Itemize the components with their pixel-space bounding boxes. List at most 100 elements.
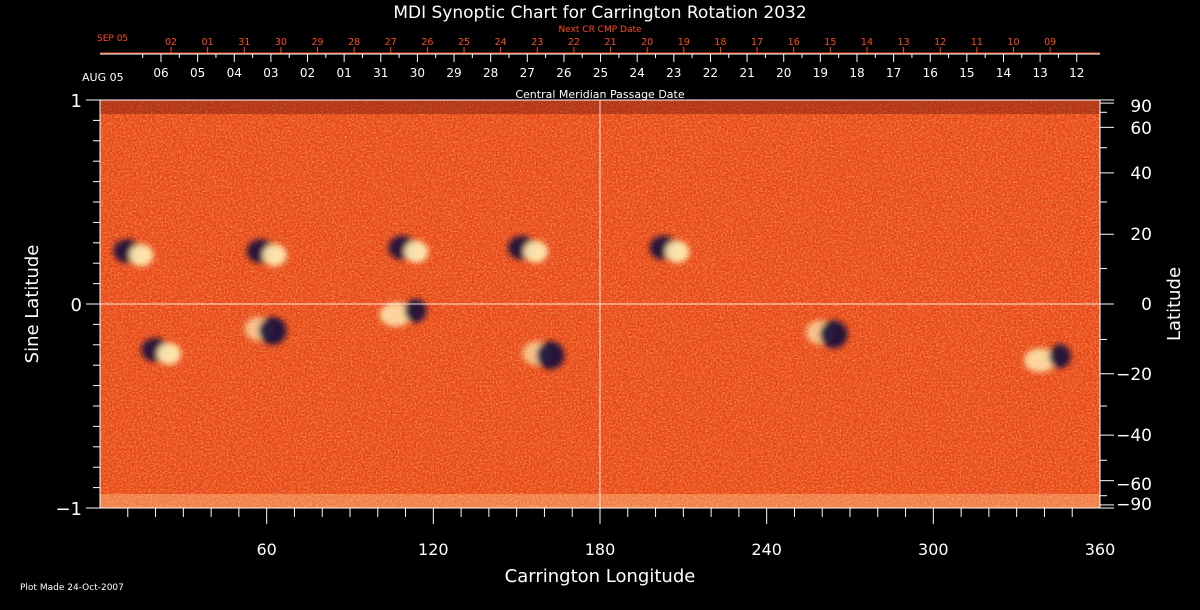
x-tick-label: 300 xyxy=(918,540,949,559)
cmp-start-label: AUG 05 xyxy=(82,71,124,84)
cmp-date-label: 18 xyxy=(849,66,864,80)
region-light-pole xyxy=(523,240,548,263)
y-right-tick-label: 0 xyxy=(1141,295,1152,315)
y-axis-right-label: Latitude xyxy=(1164,267,1185,341)
cmp-date-label: 28 xyxy=(483,66,498,80)
next-cmp-date-label: 26 xyxy=(421,37,433,48)
cmp-date-label: 21 xyxy=(739,66,754,80)
cmp-ticks: 06 05 04 03 02 01 31 30 29 28 27 26 25 24 23 22 21 20 19 18… xyxy=(142,54,1084,80)
region-light-pole xyxy=(379,302,412,327)
next-cmp-ticks: 02 01 31 30 29 28 27 26 25 24 23 22 21 20 19 18 17 16 15 14… xyxy=(165,37,1056,53)
region-light-pole xyxy=(262,244,287,267)
y-right-tick-label: 60 xyxy=(1130,119,1152,139)
next-cmp-date-label: 18 xyxy=(714,37,726,48)
next-cmp-date-label: 09 xyxy=(1044,37,1056,48)
next-cmp-date-label: 15 xyxy=(824,37,836,48)
next-cmp-date-label: 02 xyxy=(165,37,177,48)
cmp-date-label: 16 xyxy=(923,66,938,80)
active-region xyxy=(1024,344,1071,373)
region-dark-pole xyxy=(536,341,565,370)
cmp-date-label: 26 xyxy=(556,66,571,80)
active-regions xyxy=(113,235,1071,373)
next-cmp-date-label: 21 xyxy=(605,37,617,48)
active-region xyxy=(246,239,287,267)
cmp-date-label: 01 xyxy=(337,66,352,80)
next-cmp-date-label: 13 xyxy=(898,37,910,48)
cmp-date-label: 19 xyxy=(813,66,828,80)
x-tick-label: 360 xyxy=(1085,540,1116,559)
y-axis-left: 1 0 −1 xyxy=(55,91,100,520)
next-cmp-date-label: 28 xyxy=(348,37,360,48)
cmp-date-label: 12 xyxy=(1069,66,1084,80)
region-dark-pole xyxy=(404,298,427,323)
region-dark-pole xyxy=(258,316,287,345)
active-region xyxy=(244,316,287,345)
next-cmp-date-label: 27 xyxy=(385,37,397,48)
region-light-pole xyxy=(665,240,690,263)
region-dark-pole xyxy=(1049,344,1071,369)
x-tick-label: 60 xyxy=(256,540,276,559)
next-cmp-date-label: 17 xyxy=(751,37,763,48)
x-axis-label: Carrington Longitude xyxy=(505,566,696,587)
y-right-tick-label: −20 xyxy=(1116,365,1152,385)
region-light-pole xyxy=(1024,348,1056,373)
cmp-date-label: 25 xyxy=(593,66,608,80)
cmp-date-label: 30 xyxy=(410,66,425,80)
y-left-tick-label: −1 xyxy=(55,499,82,520)
active-region xyxy=(805,320,848,349)
next-cmp-date-label: 01 xyxy=(202,37,214,48)
cmp-date-label: 31 xyxy=(373,66,388,80)
x-tick-label: 180 xyxy=(585,540,616,559)
active-region xyxy=(649,235,690,263)
next-cmp-date-label: 25 xyxy=(458,37,470,48)
cmp-date-label: 17 xyxy=(886,66,901,80)
x-axis-ticks: 60 120 180 240 300 360 xyxy=(127,508,1116,559)
next-cmp-date-label: 16 xyxy=(788,37,800,48)
next-cmp-date-label: 31 xyxy=(238,37,250,48)
cmp-date-label: 27 xyxy=(520,66,535,80)
next-cmp-date-label: 11 xyxy=(971,37,983,48)
next-cmp-axis-label: Next CR CMP Date xyxy=(558,25,642,35)
cmp-date-label: 13 xyxy=(1032,66,1047,80)
cmp-date-label: 03 xyxy=(263,66,278,80)
cmp-date-label: 04 xyxy=(227,66,242,80)
active-region xyxy=(522,341,565,370)
next-cmp-date-label: 29 xyxy=(311,37,323,48)
next-cmp-date-label: 24 xyxy=(495,37,507,48)
active-region xyxy=(507,235,548,263)
chart-title: MDI Synoptic Chart for Carrington Rotati… xyxy=(393,3,806,23)
cmp-date-label: 14 xyxy=(996,66,1011,80)
magnetogram-map xyxy=(100,100,1100,508)
cmp-date-label: 29 xyxy=(446,66,461,80)
cmp-date-label: 23 xyxy=(666,66,681,80)
cmp-date-label: 02 xyxy=(300,66,315,80)
cmp-date-label: 05 xyxy=(190,66,205,80)
next-cmp-date-label: 23 xyxy=(531,37,543,48)
active-region xyxy=(388,235,429,263)
next-cmp-date-label: 30 xyxy=(275,37,287,48)
cmp-date-label: 22 xyxy=(703,66,718,80)
y-axis-left-label: Sine Latitude xyxy=(22,245,43,364)
x-tick-label: 240 xyxy=(751,540,782,559)
active-region xyxy=(141,337,182,365)
cmp-date-label: 06 xyxy=(153,66,168,80)
cmp-date-label: 15 xyxy=(959,66,974,80)
y-right-tick-label: −90 xyxy=(1116,495,1152,515)
region-light-pole xyxy=(404,240,429,263)
cmp-date-label: 24 xyxy=(630,66,645,80)
y-right-tick-label: 20 xyxy=(1130,225,1152,245)
next-cmp-date-label: 10 xyxy=(1007,37,1019,48)
next-cmp-date-label: 22 xyxy=(568,37,580,48)
y-left-tick-label: 1 xyxy=(71,91,82,112)
x-tick-label: 120 xyxy=(418,540,449,559)
cmp-date-label: 20 xyxy=(776,66,791,80)
region-dark-pole xyxy=(819,320,848,349)
next-cmp-date-label: 14 xyxy=(861,37,873,48)
y-right-tick-label: 40 xyxy=(1130,164,1152,184)
next-cmp-start-label: SEP 05 xyxy=(97,34,128,44)
active-region xyxy=(113,239,154,267)
y-right-tick-label: −40 xyxy=(1116,426,1152,446)
next-cmp-date-label: 12 xyxy=(934,37,946,48)
y-right-tick-label: −60 xyxy=(1116,475,1152,495)
